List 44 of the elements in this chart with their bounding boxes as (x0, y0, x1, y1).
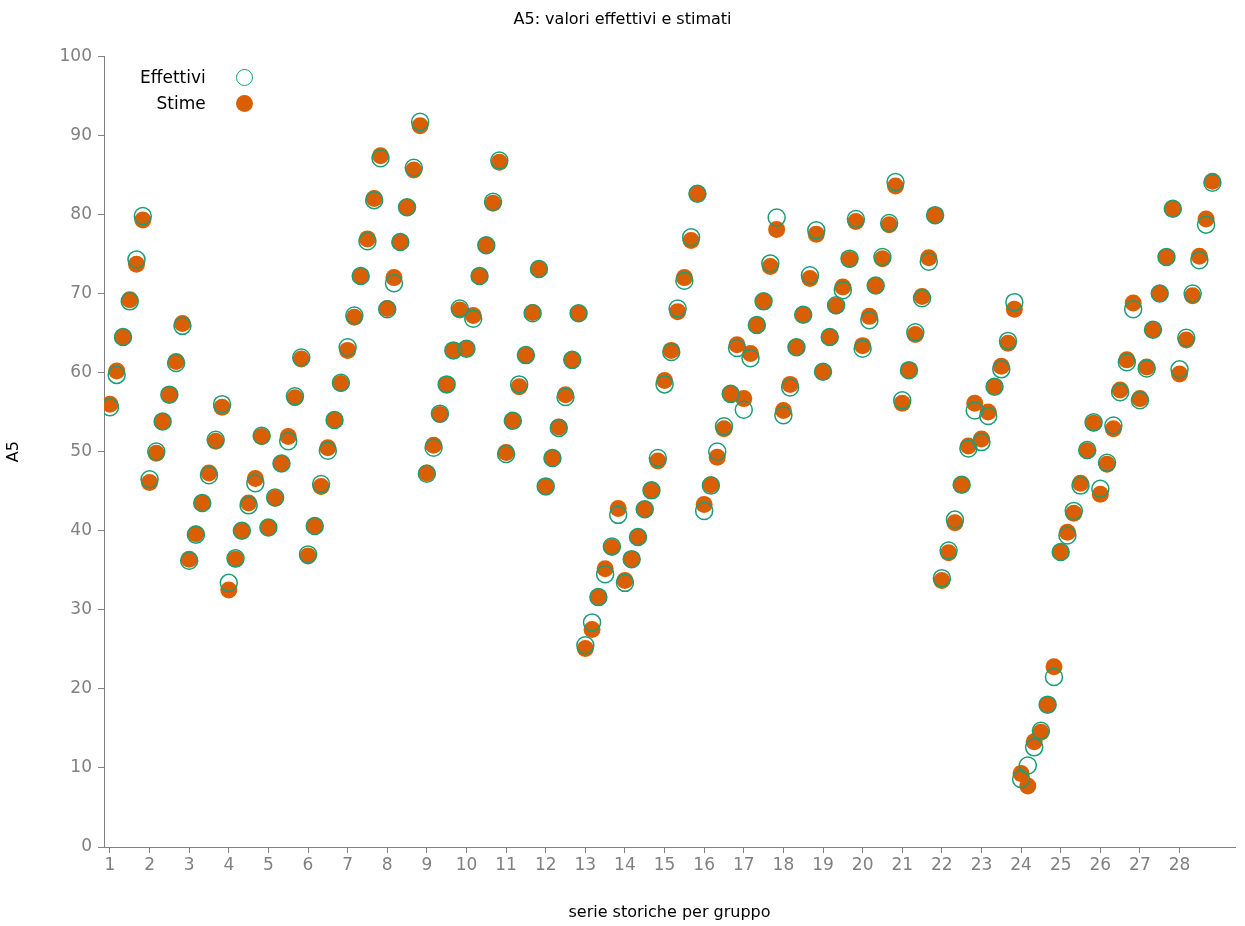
x-tick-label: 22 (931, 853, 953, 874)
x-tick-label: 14 (614, 853, 636, 874)
y-tick-label: 60 (70, 360, 92, 381)
y-tick-label: 20 (70, 677, 92, 698)
y-tick-label: 80 (70, 202, 92, 223)
x-tick-label: 2 (144, 853, 155, 874)
x-tick-label: 21 (891, 853, 914, 874)
y-tick-label: 50 (70, 440, 92, 461)
x-tick-label: 4 (223, 853, 235, 874)
x-tick-label: 27 (1129, 853, 1151, 874)
x-tick-label: 9 (421, 853, 433, 874)
x-tick-label: 25 (1049, 853, 1072, 874)
x-tick-label: 1 (104, 853, 116, 874)
x-tick-label: 10 (455, 853, 478, 874)
legend-label: Stime (156, 93, 206, 113)
chart-title: A5: valori effettivi e stimati (513, 8, 732, 28)
x-tick-label: 8 (381, 853, 393, 874)
legend-label: Effettivi (140, 67, 206, 87)
x-tick-label: 6 (302, 853, 314, 874)
y-tick-label: 90 (70, 123, 92, 144)
x-tick-label: 26 (1089, 853, 1112, 874)
x-tick-label: 28 (1168, 853, 1191, 874)
x-tick-label: 23 (970, 853, 993, 874)
x-tick-label: 19 (812, 853, 834, 874)
x-tick-label: 20 (851, 853, 874, 874)
x-tick-label: 3 (183, 853, 195, 874)
x-tick-label: 12 (534, 853, 557, 874)
x-tick-label: 7 (342, 853, 354, 874)
x-axis-title: serie storiche per gruppo (568, 901, 771, 921)
x-tick-label: 13 (574, 853, 597, 874)
x-tick-label: 11 (495, 853, 517, 874)
y-tick-label: 30 (70, 598, 92, 619)
x-tick-label: 17 (732, 853, 755, 874)
x-tick-label: 16 (693, 853, 715, 874)
y-tick-label: 10 (70, 756, 92, 777)
y-tick-label: 0 (81, 835, 92, 856)
x-tick-label: 24 (1010, 853, 1032, 874)
x-tick-label: 18 (772, 853, 795, 874)
y-tick-label: 100 (59, 44, 92, 65)
x-tick-label: 5 (262, 853, 274, 874)
y-tick-label: 40 (70, 519, 92, 540)
y-tick-label: 70 (70, 281, 92, 302)
y-axis-title: A5 (2, 441, 22, 463)
x-tick-label: 15 (653, 853, 676, 874)
